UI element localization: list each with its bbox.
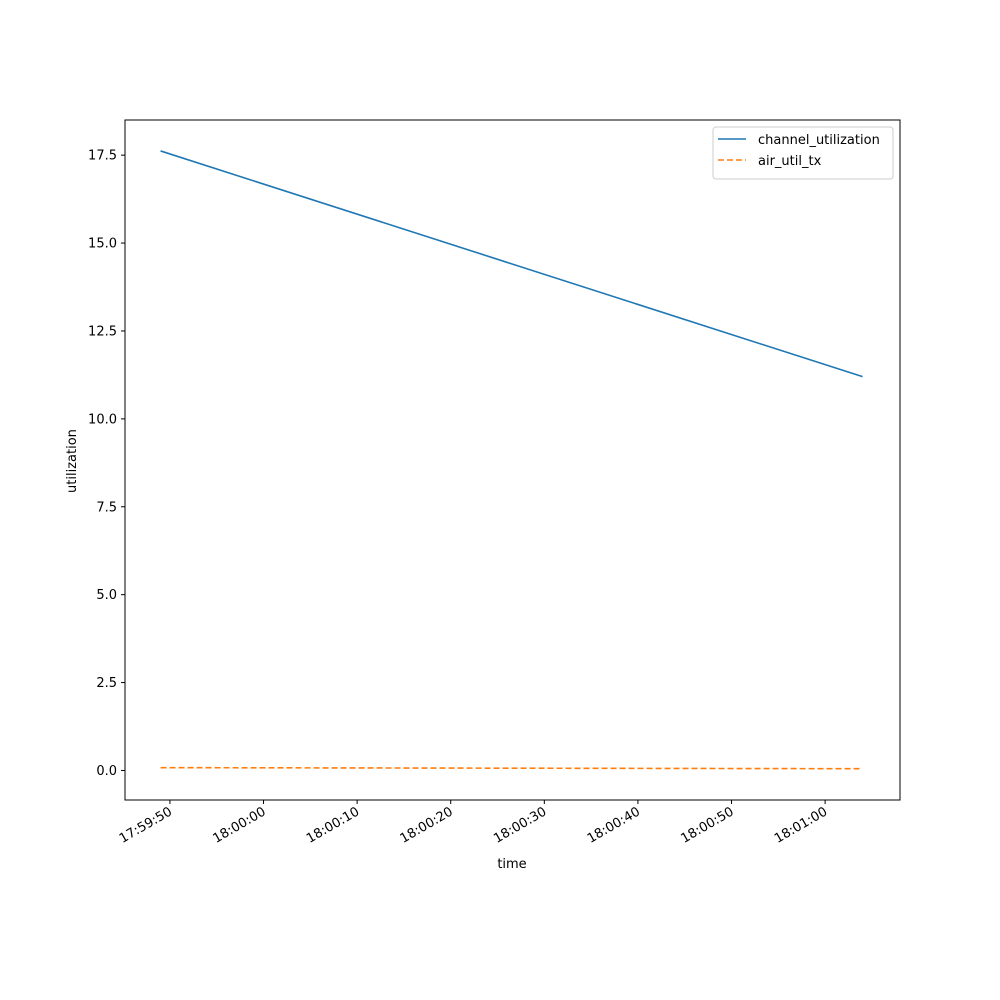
y-tick-label: 10.0 [88,412,117,427]
y-tick-label: 17.5 [88,149,117,164]
legend: channel_utilization air_util_tx [712,126,894,180]
y-tick-label: 7.5 [96,500,117,515]
x-axis-label: time [497,857,526,872]
series-line-channel-utilization [160,150,863,378]
y-axis-label: utilization [65,429,80,493]
axes-frame [124,119,901,801]
y-tick-label: 0.0 [96,764,117,779]
y-tick-label: 5.0 [96,588,117,603]
y-tick-label: 15.0 [88,237,117,252]
legend-label: air_util_tx [758,154,822,169]
y-tick-label: 12.5 [88,324,117,339]
legend-label: channel_utilization [758,133,880,148]
y-tick-label: 2.5 [96,676,117,691]
y-axis: 0.0 2.5 5.0 7.5 10.0 12.5 15.0 17.5 [88,149,125,779]
legend-box [712,126,894,180]
plot-area [160,150,863,770]
